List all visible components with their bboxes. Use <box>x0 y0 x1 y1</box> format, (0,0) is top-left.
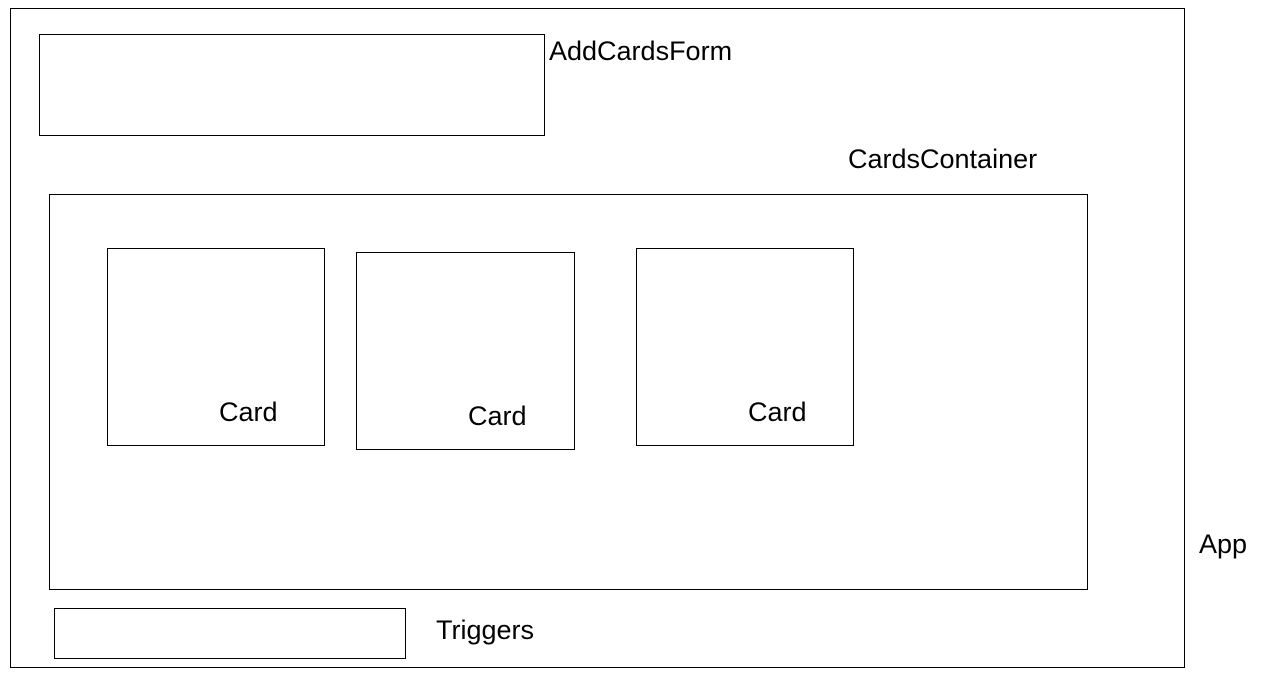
card-label-3: Card <box>748 397 807 427</box>
card-box-3: Card <box>636 248 854 446</box>
app-label: App <box>1199 529 1248 559</box>
card-box-2: Card <box>356 252 575 450</box>
card-box-1: Card <box>107 248 325 446</box>
triggers-box <box>54 608 406 659</box>
card-label-2: Card <box>468 401 527 431</box>
add-cards-form-label: AddCardsForm <box>549 36 733 66</box>
cards-container-label: CardsContainer <box>848 144 1038 174</box>
card-label-1: Card <box>219 397 278 427</box>
triggers-label: Triggers <box>436 615 535 645</box>
add-cards-form-box <box>39 34 545 136</box>
